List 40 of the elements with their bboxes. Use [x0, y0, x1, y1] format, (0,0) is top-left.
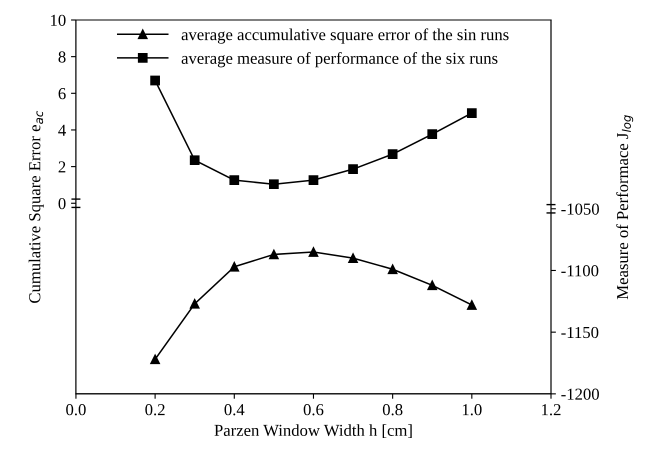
y2-tick-label: -1200 — [561, 388, 599, 400]
y2-axis-title: Measure of Performace J$_{log}$ — [616, 115, 634, 300]
point — [427, 129, 438, 140]
point — [427, 280, 438, 290]
y-tick-label: 8 — [58, 51, 66, 63]
y-tick-label: 0 — [58, 198, 66, 210]
point — [308, 247, 318, 257]
x-tick-label: 0.4 — [224, 404, 244, 416]
point — [150, 76, 160, 86]
point — [466, 300, 477, 310]
y-tick-label: 4 — [58, 124, 66, 136]
x-tick-label: 0.0 — [66, 404, 86, 416]
point — [348, 253, 358, 263]
y2-tick-label: -1150 — [561, 326, 598, 338]
y2-tick-label: -1100 — [561, 265, 598, 276]
y-tick-label: 6 — [58, 88, 66, 100]
x-tick-label: 0.6 — [304, 404, 324, 416]
y-tick-label: 2 — [58, 161, 66, 172]
y2-tick-label: -1050 — [561, 203, 599, 215]
point — [388, 264, 398, 274]
legend-label: average accumulative square error of the sin runs — [182, 28, 509, 44]
point — [150, 354, 160, 364]
point — [190, 155, 200, 166]
point — [269, 179, 279, 190]
point — [269, 250, 279, 260]
legend-label: average measure of performance of the six runs — [182, 52, 498, 68]
point — [190, 298, 200, 309]
point — [229, 262, 240, 272]
x-tick-label: 0.2 — [145, 404, 165, 416]
y-tick-label: 10 — [51, 14, 66, 26]
point — [388, 149, 398, 160]
point — [308, 175, 318, 186]
point — [348, 164, 358, 174]
x-axis-title: Parzen Window Width h [cm] — [214, 424, 412, 438]
y-axis-title: Cumulative Square Error e$_{ac}$ — [28, 110, 44, 303]
x-tick-label: 1.0 — [462, 404, 482, 416]
x-tick-label: 1.2 — [542, 404, 560, 416]
point — [229, 175, 240, 186]
point — [466, 108, 477, 118]
x-tick-label: 0.8 — [382, 404, 402, 416]
